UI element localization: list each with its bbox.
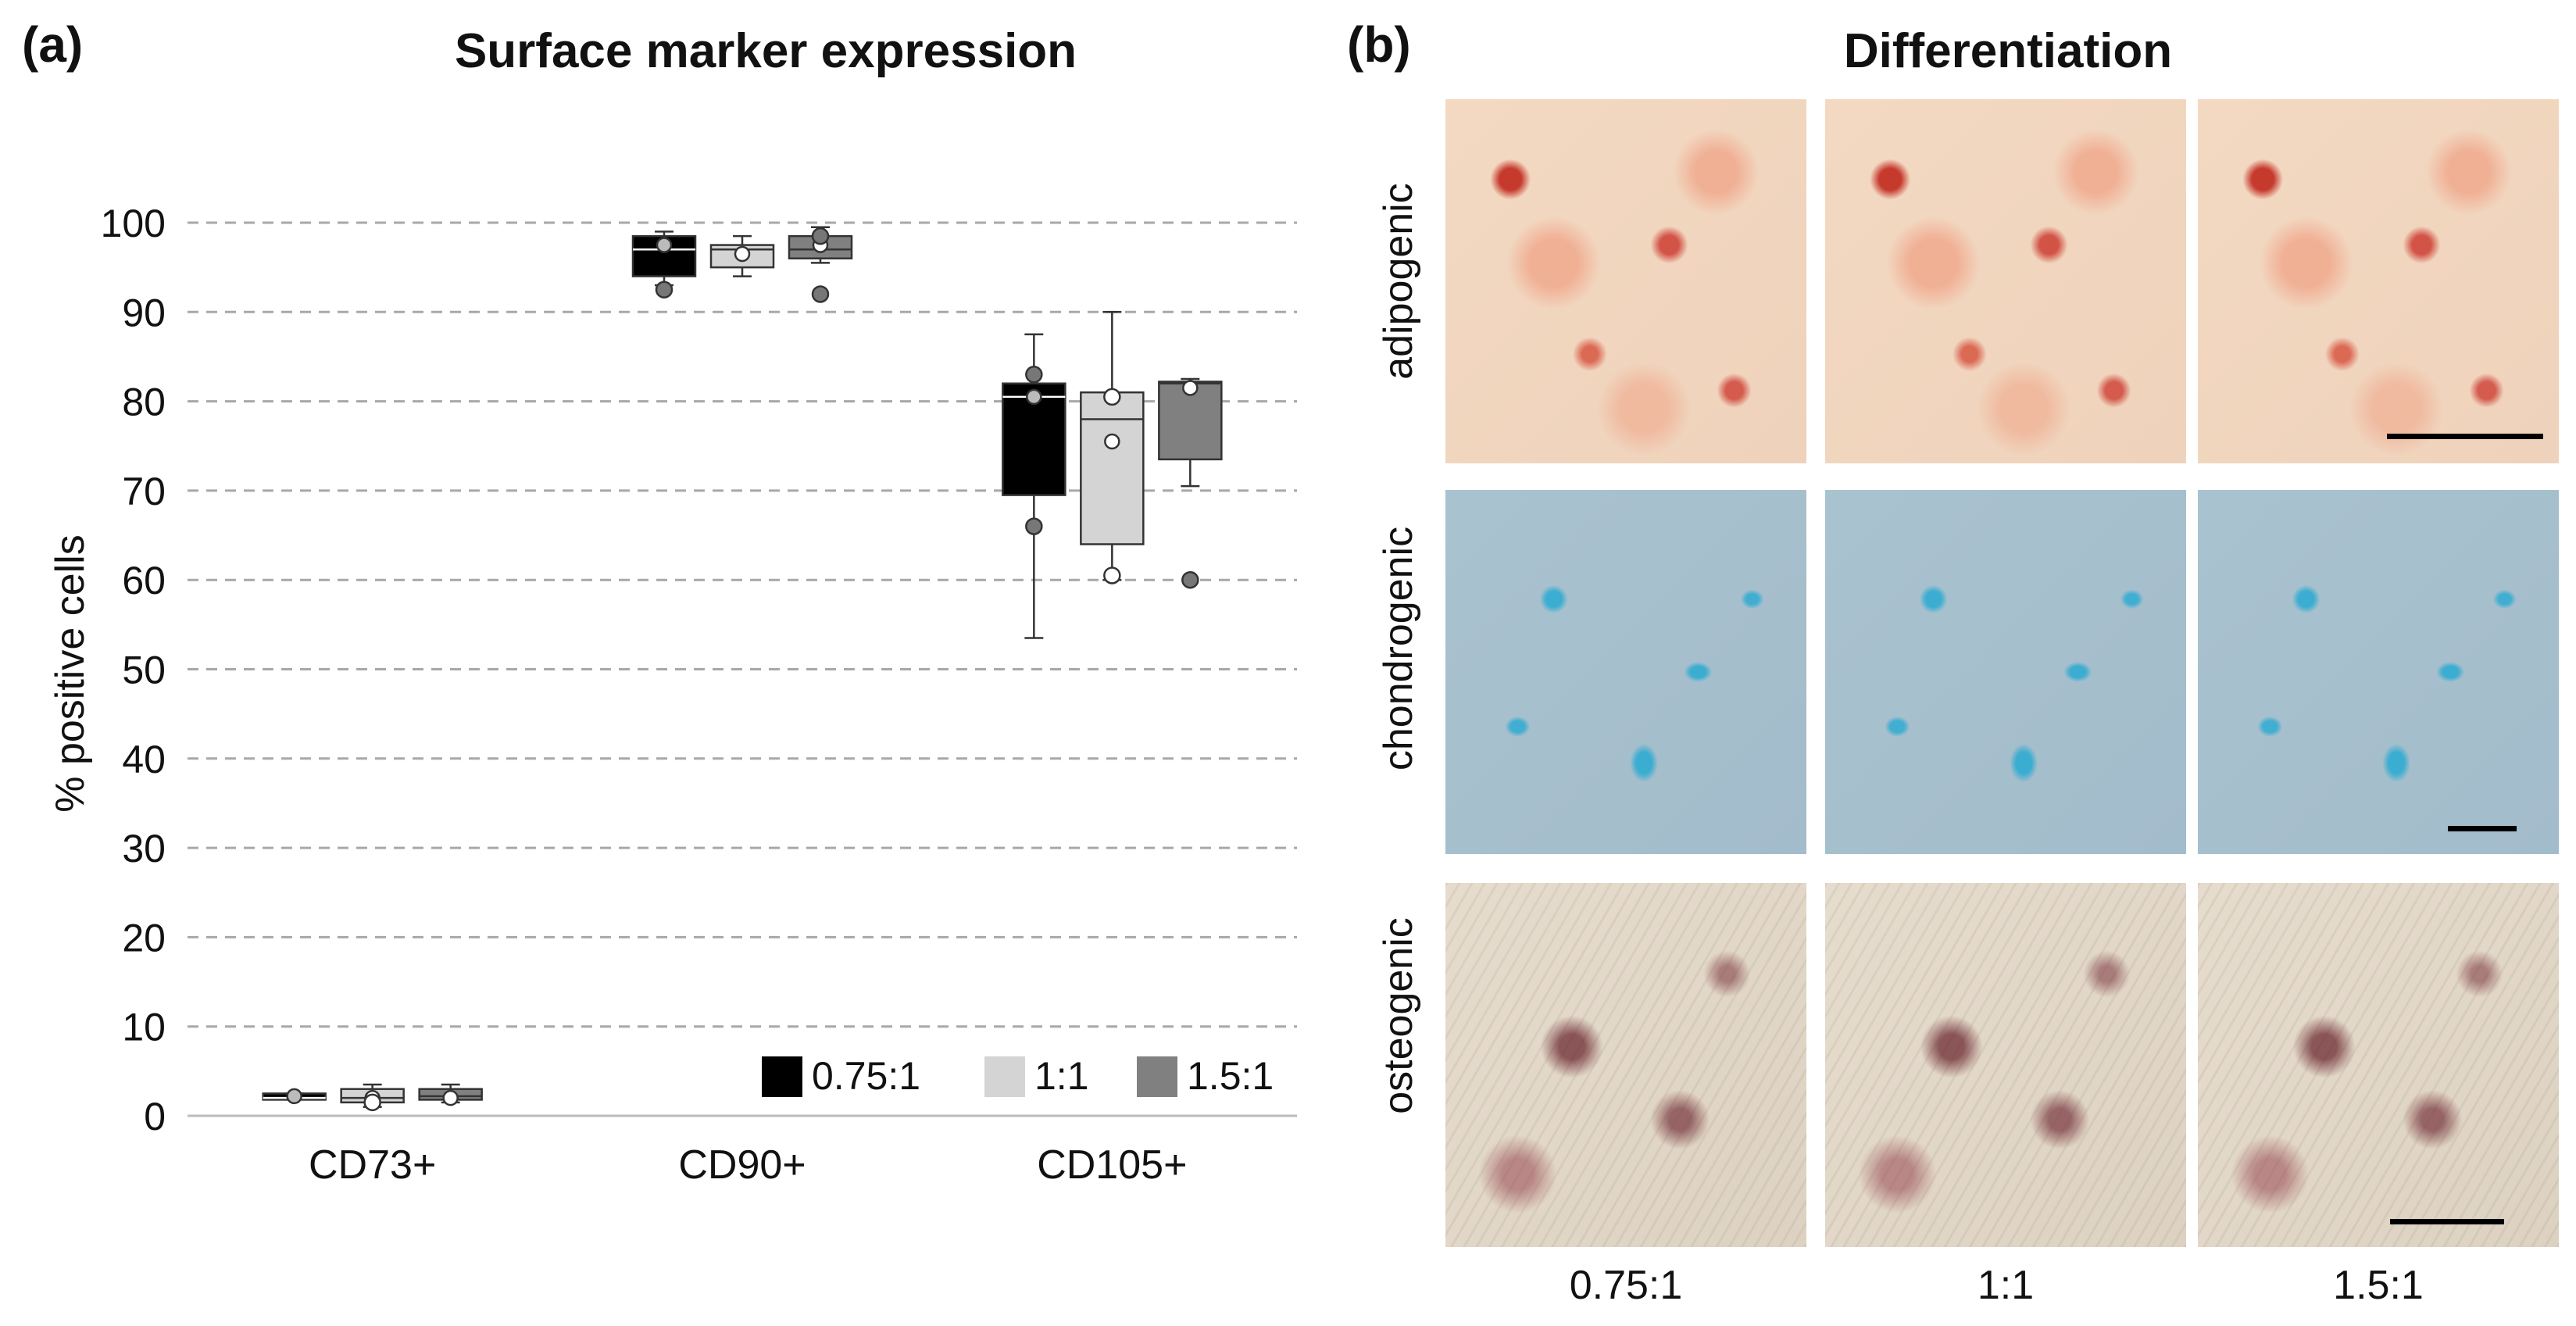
micrograph-osteogenic-1-5 <box>2198 883 2559 1247</box>
row-label-adipogenic: adipogenic <box>1376 183 1421 380</box>
micrograph-osteogenic-0-75 <box>1445 883 1806 1247</box>
col-label-1-1: 1:1 <box>1977 1263 2035 1308</box>
micrograph-osteogenic-1-1 <box>1825 883 2186 1247</box>
outlier-point <box>1025 366 1043 384</box>
micrograph-chondrogenic-0-75 <box>1445 490 1806 854</box>
micrograph-chondrogenic-1-5 <box>2198 490 2559 854</box>
x-tick-label: CD90+ <box>678 1142 806 1188</box>
legend-swatch <box>762 1056 802 1097</box>
outlier-point <box>1181 570 1199 589</box>
y-tick-label: 30 <box>122 827 166 870</box>
scale-bar <box>2387 434 2543 439</box>
box <box>1080 391 1145 545</box>
mean-marker <box>734 245 751 263</box>
x-tick-label: CD73+ <box>309 1142 436 1188</box>
legend-label: 1:1 <box>1034 1054 1089 1098</box>
y-tick-label: 60 <box>122 559 166 602</box>
micrograph-adipogenic-1-5 <box>2198 99 2559 463</box>
mean-marker <box>1182 380 1199 396</box>
outlier-point <box>655 281 673 298</box>
mean-marker <box>286 1088 302 1105</box>
micrograph-adipogenic-0-75 <box>1445 99 1806 463</box>
y-tick-label: 100 <box>101 202 166 245</box>
panel-a-letter: (a) <box>22 16 84 73</box>
legend-swatch <box>1137 1056 1177 1097</box>
box-plot-chart: 0 10 20 30 40 50 60 70 80 90 100 CD73+ CD90+ CD105+ 0.… <box>101 202 1297 1188</box>
mean-marker <box>1104 433 1120 450</box>
outlier-point <box>363 1093 381 1112</box>
y-tick-label: 70 <box>122 470 166 513</box>
y-tick-label: 90 <box>122 291 166 334</box>
y-tick-label: 80 <box>122 381 166 424</box>
row-label-osteogenic: osteogenic <box>1376 917 1421 1114</box>
outlier-point <box>811 227 830 245</box>
outlier-point <box>1103 566 1121 584</box>
micrograph-adipogenic-1-1 <box>1825 99 2186 463</box>
row-label-chondrogenic: chondrogenic <box>1376 526 1421 771</box>
legend-swatch <box>984 1056 1025 1097</box>
mean-marker <box>442 1089 459 1106</box>
y-tick-label: 10 <box>122 1006 166 1049</box>
y-tick-label: 0 <box>144 1095 166 1138</box>
y-tick-label: 40 <box>122 738 166 781</box>
scale-bar <box>2448 826 2517 831</box>
outlier-point <box>1025 517 1043 535</box>
y-tick-label: 50 <box>122 649 166 692</box>
legend-label: 1.5:1 <box>1187 1054 1274 1098</box>
col-label-1-5: 1.5:1 <box>2333 1263 2424 1308</box>
scale-bar <box>2390 1219 2504 1224</box>
chart-title: Surface marker expression <box>454 24 1077 78</box>
y-tick-label: 20 <box>122 916 166 960</box>
mean-marker <box>656 237 673 253</box>
outlier-point <box>811 285 830 303</box>
micrograph-chondrogenic-1-1 <box>1825 490 2186 854</box>
panel-b-title: Differentiation <box>1843 24 2173 78</box>
panel-b-letter: (b) <box>1347 16 1411 73</box>
col-label-0-75: 0.75:1 <box>1569 1263 1683 1308</box>
legend-label: 0.75:1 <box>812 1054 920 1098</box>
x-tick-label: CD105+ <box>1037 1142 1187 1188</box>
outlier-point <box>1103 388 1121 406</box>
mean-marker <box>1026 388 1042 406</box>
